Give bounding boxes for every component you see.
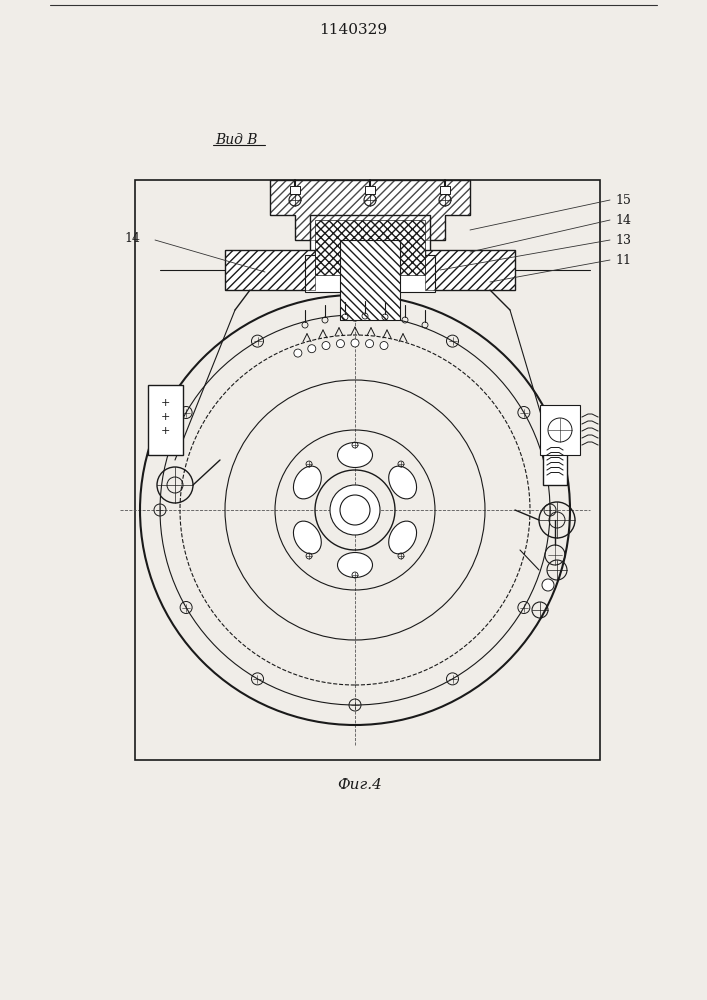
Circle shape xyxy=(351,339,359,347)
Text: +: + xyxy=(160,397,170,408)
Bar xyxy=(440,186,450,194)
Bar xyxy=(135,180,600,760)
Circle shape xyxy=(542,579,554,591)
Ellipse shape xyxy=(337,552,373,578)
Ellipse shape xyxy=(389,521,416,554)
Text: 11: 11 xyxy=(615,253,631,266)
Bar xyxy=(340,240,400,320)
Text: Фиг.4: Фиг.4 xyxy=(337,778,382,792)
Circle shape xyxy=(322,342,330,350)
Bar xyxy=(543,435,567,485)
Circle shape xyxy=(366,340,373,348)
Text: 15: 15 xyxy=(615,194,631,207)
Text: +: + xyxy=(160,426,170,436)
Bar xyxy=(310,215,430,280)
Text: Вид В: Вид В xyxy=(215,133,257,147)
Bar xyxy=(315,220,425,275)
Ellipse shape xyxy=(293,521,321,554)
Bar xyxy=(305,255,370,292)
Bar xyxy=(225,250,315,290)
Circle shape xyxy=(380,342,388,350)
Bar xyxy=(225,250,315,290)
Text: 1140329: 1140329 xyxy=(319,23,387,37)
Bar xyxy=(290,186,300,194)
Ellipse shape xyxy=(389,466,416,499)
Circle shape xyxy=(308,345,316,353)
Bar xyxy=(425,250,515,290)
Bar xyxy=(370,255,435,292)
Text: 14: 14 xyxy=(124,232,140,244)
Bar xyxy=(340,240,400,320)
Bar xyxy=(540,405,580,455)
Text: +: + xyxy=(160,412,170,422)
Bar xyxy=(148,385,183,455)
Ellipse shape xyxy=(337,442,373,468)
Ellipse shape xyxy=(293,466,321,499)
Bar xyxy=(365,186,375,194)
Circle shape xyxy=(337,340,344,348)
Polygon shape xyxy=(270,180,470,240)
Text: 14: 14 xyxy=(615,214,631,227)
Circle shape xyxy=(294,349,302,357)
Circle shape xyxy=(330,485,380,535)
Bar xyxy=(425,250,515,290)
Text: 13: 13 xyxy=(615,233,631,246)
